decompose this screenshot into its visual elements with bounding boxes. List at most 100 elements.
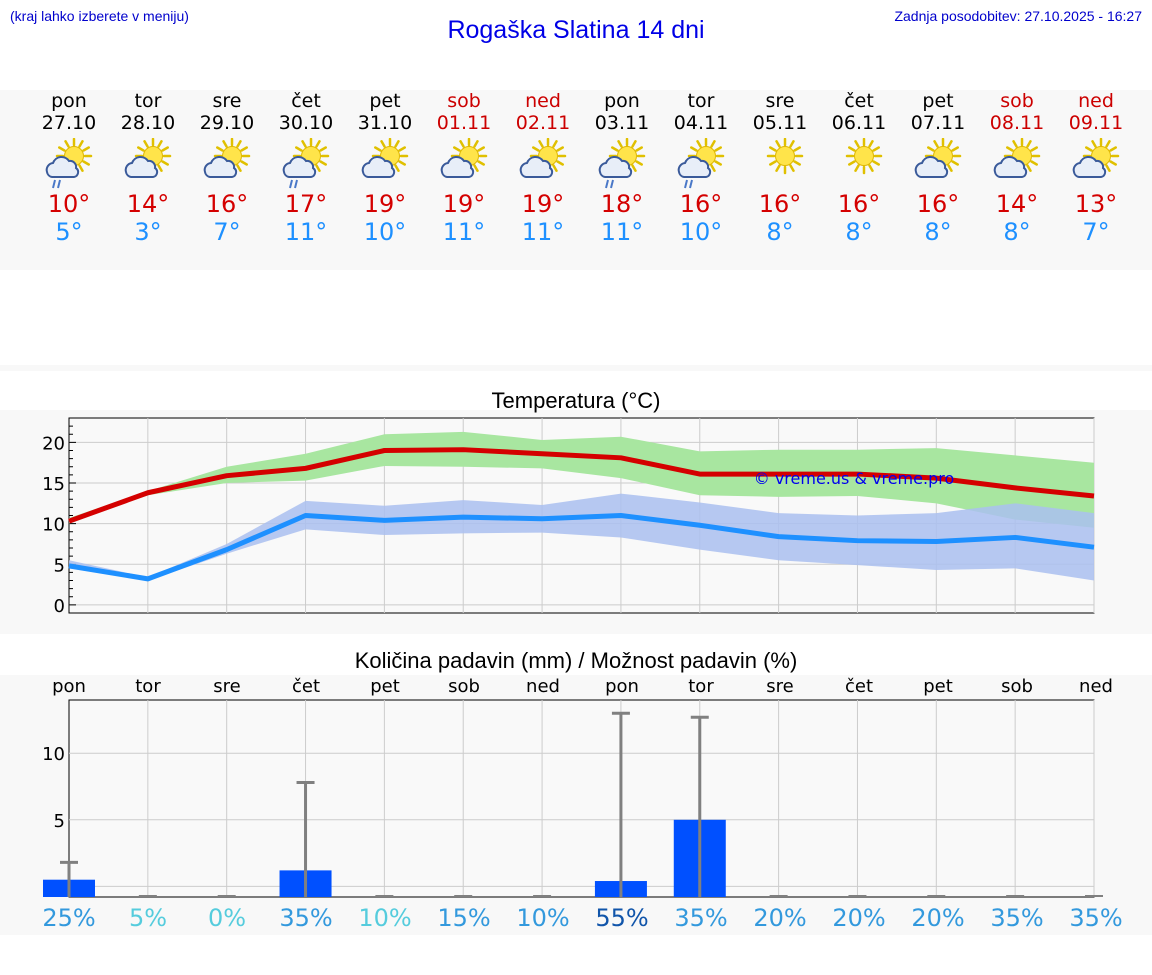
day-name: tor bbox=[134, 90, 162, 112]
day-column: čet 30.10 17° 11° bbox=[266, 90, 346, 246]
day-date: 06.11 bbox=[831, 112, 887, 134]
precipitation-day-label: pet bbox=[923, 676, 953, 697]
min-temperature: 3° bbox=[134, 218, 162, 246]
precipitation-day-label: pon bbox=[605, 676, 639, 697]
min-temperature: 7° bbox=[213, 218, 241, 246]
day-date: 28.10 bbox=[120, 112, 176, 134]
max-temperature: 10° bbox=[47, 190, 91, 218]
sun-cloud-icon bbox=[993, 138, 1041, 178]
day-name: sob bbox=[1000, 90, 1034, 112]
day-date: 08.11 bbox=[989, 112, 1045, 134]
day-column: pet 31.10 19° 10° bbox=[345, 90, 425, 246]
day-column: pon 03.11 18° 11° bbox=[582, 90, 662, 246]
precipitation-chance: 35% bbox=[1069, 904, 1123, 932]
precipitation-day-label: ned bbox=[526, 676, 560, 697]
day-name: pon bbox=[51, 90, 87, 112]
day-name: tor bbox=[687, 90, 715, 112]
precipitation-day-label: sob bbox=[1001, 676, 1033, 697]
day-date: 02.11 bbox=[515, 112, 571, 134]
day-column: tor 28.10 14° 3° bbox=[108, 90, 188, 246]
min-temperature: 8° bbox=[766, 218, 794, 246]
precipitation-chance: 5% bbox=[128, 904, 168, 932]
sun-cloud-icon bbox=[914, 138, 962, 178]
sun-cloud-rain-icon bbox=[598, 138, 646, 189]
sun-cloud-rain-icon bbox=[677, 138, 725, 189]
sun-cloud-icon bbox=[361, 138, 409, 178]
max-temperature: 16° bbox=[758, 190, 802, 218]
sun-cloud-icon bbox=[203, 138, 251, 178]
day-column: pon 27.10 10° 5° bbox=[29, 90, 109, 246]
max-temperature: 13° bbox=[1074, 190, 1118, 218]
precipitation-day-label: pon bbox=[52, 676, 86, 697]
day-date: 29.10 bbox=[199, 112, 255, 134]
max-temperature: 16° bbox=[916, 190, 960, 218]
max-temperature: 14° bbox=[126, 190, 170, 218]
day-name: ned bbox=[1078, 90, 1114, 112]
sun-cloud-icon bbox=[124, 138, 172, 178]
day-name: ned bbox=[525, 90, 561, 112]
max-temperature: 19° bbox=[363, 190, 407, 218]
max-temperature: 19° bbox=[442, 190, 486, 218]
sun-cloud-rain-icon bbox=[45, 138, 93, 189]
precipitation-day-label: sre bbox=[213, 676, 241, 697]
max-temperature: 16° bbox=[837, 190, 881, 218]
day-name: čet bbox=[844, 90, 874, 112]
day-date: 01.11 bbox=[436, 112, 492, 134]
precipitation-day-label: sre bbox=[766, 676, 794, 697]
day-name: pet bbox=[369, 90, 401, 112]
min-temperature: 7° bbox=[1082, 218, 1110, 246]
precipitation-chance: 35% bbox=[990, 904, 1044, 932]
day-date: 31.10 bbox=[357, 112, 413, 134]
max-temperature: 14° bbox=[995, 190, 1039, 218]
min-temperature: 11° bbox=[600, 218, 644, 246]
max-temperature: 16° bbox=[679, 190, 723, 218]
sun-cloud-icon bbox=[440, 138, 488, 178]
min-temperature: 11° bbox=[442, 218, 486, 246]
precipitation-chance: 20% bbox=[832, 904, 886, 932]
day-column: čet 06.11 16° 8° bbox=[819, 90, 899, 246]
precipitation-day-label: tor bbox=[688, 676, 714, 697]
precipitation-chart-title: Količina padavin (mm) / Možnost padavin … bbox=[354, 648, 798, 673]
precipitation-band bbox=[0, 675, 1152, 935]
menu-hint: (kraj lahko izberete v meniju) bbox=[10, 8, 189, 24]
precipitation-chance: 10% bbox=[516, 904, 570, 932]
day-column: tor 04.11 16° 10° bbox=[661, 90, 741, 246]
max-temperature: 16° bbox=[205, 190, 249, 218]
precipitation-chance: 35% bbox=[674, 904, 728, 932]
day-date: 30.10 bbox=[278, 112, 334, 134]
day-column: sob 08.11 14° 8° bbox=[977, 90, 1057, 246]
min-temperature: 8° bbox=[924, 218, 952, 246]
temperature-band bbox=[0, 410, 1152, 634]
day-name: pet bbox=[922, 90, 954, 112]
sun-icon bbox=[845, 138, 883, 175]
precipitation-day-label: čet bbox=[291, 676, 321, 697]
min-temperature: 10° bbox=[363, 218, 407, 246]
min-temperature: 11° bbox=[521, 218, 565, 246]
day-name: čet bbox=[291, 90, 321, 112]
page-title: Rogaška Slatina 14 dni bbox=[447, 16, 705, 44]
min-temperature: 8° bbox=[845, 218, 873, 246]
day-column: pet 07.11 16° 8° bbox=[898, 90, 978, 246]
max-temperature: 18° bbox=[600, 190, 644, 218]
min-temperature: 8° bbox=[1003, 218, 1031, 246]
min-temperature: 11° bbox=[284, 218, 328, 246]
day-date: 03.11 bbox=[594, 112, 650, 134]
min-temperature: 10° bbox=[679, 218, 723, 246]
day-column: sob 01.11 19° 11° bbox=[424, 90, 504, 246]
day-name: pon bbox=[604, 90, 640, 112]
sun-icon bbox=[766, 138, 804, 175]
precipitation-chance: 35% bbox=[279, 904, 333, 932]
day-date: 05.11 bbox=[752, 112, 808, 134]
separator-band bbox=[0, 365, 1152, 371]
day-name: sre bbox=[212, 90, 242, 112]
day-column: ned 09.11 13° 7° bbox=[1056, 90, 1136, 246]
sun-cloud-rain-icon bbox=[282, 138, 330, 189]
day-name: sob bbox=[447, 90, 481, 112]
sun-cloud-icon bbox=[1072, 138, 1120, 178]
temperature-chart-title: Temperatura (°C) bbox=[491, 388, 661, 413]
day-column: ned 02.11 19° 11° bbox=[503, 90, 583, 246]
max-temperature: 19° bbox=[521, 190, 565, 218]
precipitation-chance: 25% bbox=[42, 904, 96, 932]
precipitation-chance: 20% bbox=[911, 904, 965, 932]
day-date: 09.11 bbox=[1068, 112, 1124, 134]
